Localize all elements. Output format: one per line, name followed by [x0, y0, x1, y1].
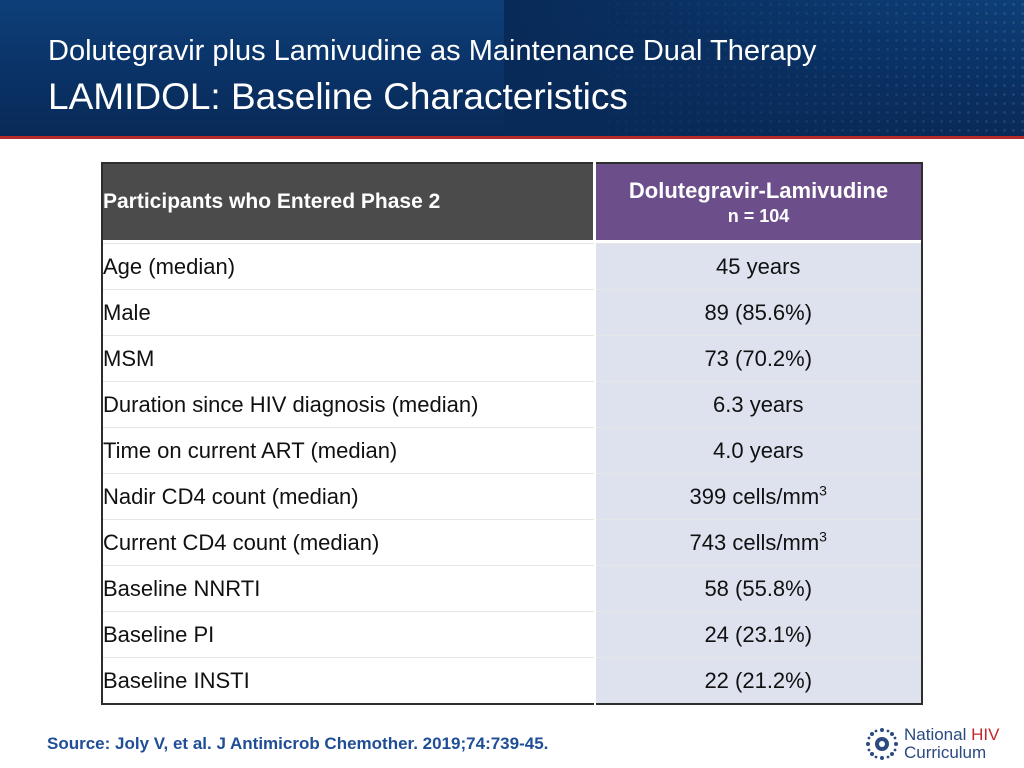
row-value: 4.0 years: [594, 427, 922, 474]
row-label: Current CD4 count (median): [102, 519, 596, 566]
logo-wordmark: National HIV Curriculum: [904, 726, 999, 762]
logo-hiv: HIV: [971, 725, 1000, 744]
table-row: Baseline NNRTI 58 (55.8%): [102, 565, 922, 612]
superscript: 3: [819, 482, 827, 499]
row-label: Time on current ART (median): [102, 427, 596, 474]
table-row: Age (median) 45 years: [102, 243, 922, 290]
treatment-name: Dolutegravir-Lamivudine: [628, 178, 889, 203]
table-row: Baseline INSTI 22 (21.2%): [102, 657, 922, 704]
logo-curriculum: Curriculum: [904, 743, 987, 762]
table-row: Nadir CD4 count (median) 399 cells/mm3: [102, 473, 922, 520]
row-value: 6.3 years: [594, 381, 922, 428]
slide-subtitle: Dolutegravir plus Lamivudine as Maintena…: [48, 35, 817, 67]
row-label: Baseline INSTI: [102, 657, 596, 704]
row-value: 89 (85.6%): [594, 289, 922, 336]
table-body: Age (median) 45 years Male 89 (85.6%) MS…: [102, 240, 922, 704]
sunburst-logo-icon: [866, 728, 898, 760]
table-row: MSM 73 (70.2%): [102, 335, 922, 382]
row-label: Duration since HIV diagnosis (median): [102, 381, 596, 428]
table-row: Current CD4 count (median) 743 cells/mm3: [102, 519, 922, 566]
row-label: Baseline NNRTI: [102, 565, 596, 612]
national-hiv-curriculum-logo: National HIV Curriculum: [864, 724, 1016, 764]
table-row: Time on current ART (median) 4.0 years: [102, 427, 922, 474]
row-label: Male: [102, 289, 596, 336]
baseline-characteristics-table: Participants who Entered Phase 2 Doluteg…: [101, 162, 923, 705]
row-label: Nadir CD4 count (median): [102, 473, 596, 520]
banner-shade: [504, 0, 1024, 136]
sample-size: n = 104: [727, 206, 790, 226]
row-value: 399 cells/mm3: [594, 473, 922, 520]
table-row: Baseline PI 24 (23.1%): [102, 611, 922, 658]
row-value: 73 (70.2%): [594, 335, 922, 382]
source-citation: Source: Joly V, et al. J Antimicrob Chem…: [47, 734, 549, 753]
row-label: Age (median): [102, 243, 596, 290]
row-value: 743 cells/mm3: [594, 519, 922, 566]
row-value: 58 (55.8%): [594, 565, 922, 612]
table-row: Male 89 (85.6%): [102, 289, 922, 336]
row-value: 45 years: [594, 243, 922, 290]
treatment-column-header: Dolutegravir-Lamivudine n = 104: [594, 163, 922, 240]
table-row: Duration since HIV diagnosis (median) 6.…: [102, 381, 922, 428]
header-separator-cell: [102, 240, 922, 244]
participants-column-header: Participants who Entered Phase 2: [102, 163, 596, 240]
superscript: 3: [819, 528, 827, 545]
banner-accent-rule: [0, 136, 1024, 139]
row-label: MSM: [102, 335, 596, 382]
slide-title: LAMIDOL: Baseline Characteristics: [48, 76, 628, 117]
row-value: 24 (23.1%): [594, 611, 922, 658]
row-value-text: 399 cells/mm: [689, 483, 820, 509]
row-value-text: 743 cells/mm: [689, 529, 820, 555]
row-value: 22 (21.2%): [594, 657, 922, 704]
row-label: Baseline PI: [102, 611, 596, 658]
header-separator: [102, 240, 922, 244]
table-header-row: Participants who Entered Phase 2 Doluteg…: [102, 163, 922, 240]
logo-national: National: [904, 725, 967, 744]
title-banner: Dolutegravir plus Lamivudine as Maintena…: [0, 0, 1024, 136]
